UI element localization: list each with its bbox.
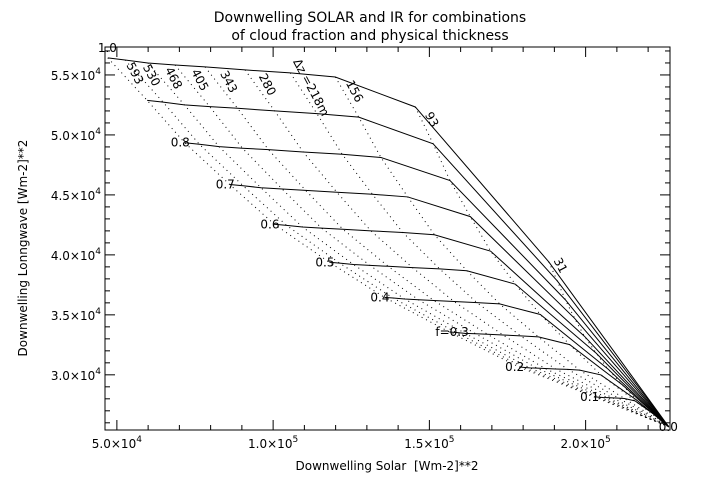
plot-frame (104, 46, 671, 431)
thickness-line-156m (334, 76, 670, 428)
fraction-label-0.1: 0.1 (580, 390, 599, 404)
fraction-label-0.8: 0.8 (171, 136, 190, 150)
thickness-label-343: 343 (217, 68, 240, 95)
fraction-line-0.6 (274, 223, 670, 428)
y-tick-label: 4.5×104 (51, 187, 101, 203)
x-axis-label: Downwelling Solar [Wm-2]**2 (296, 459, 479, 473)
fraction-line-0.5 (329, 261, 670, 428)
fraction-label-0.6: 0.6 (260, 217, 279, 231)
x-tick-label: 2.0×105 (561, 435, 611, 451)
fraction-line-0.7 (229, 183, 670, 428)
fraction-label-0.4: 0.4 (370, 290, 389, 304)
chart-title-line1: Downwelling SOLAR and IR for combination… (214, 10, 526, 26)
thickness-label-280: 280 (256, 71, 279, 98)
x-tick-label: 5.0×104 (92, 435, 142, 451)
thickness-line-280m (244, 69, 669, 428)
x-tick-label: 1.5×105 (404, 435, 454, 451)
y-tick-label: 5.5×104 (51, 67, 101, 83)
x-tick-label: 1.0×105 (248, 435, 298, 451)
y-axis-label: Downwelling Lonngwave [Wm-2]**2 (16, 140, 30, 357)
thickness-label-31: 31 (551, 255, 571, 275)
fraction-line-0.8 (184, 142, 670, 428)
fraction-line-0.1 (594, 396, 670, 428)
thickness-label-156: 156 (343, 78, 366, 105)
fraction-label-0.3: f=0.3 (435, 325, 468, 339)
fraction-label-1: 1.0 (98, 41, 117, 55)
chart-title-line2: of cloud fraction and physical thickness (231, 28, 508, 44)
cloud-fraction-lines (107, 57, 670, 428)
y-tick-label: 3.5×104 (51, 307, 101, 323)
y-tick-label: 5.0×104 (51, 127, 101, 143)
thickness-line-593m (107, 57, 669, 428)
fraction-label-0.7: 0.7 (216, 177, 235, 191)
thickness-line-93m (414, 106, 670, 428)
thickness-line-405m (174, 64, 669, 428)
y-tick-label: 4.0×104 (51, 247, 101, 263)
thickness-label-218: Δz =218m (290, 56, 332, 118)
y-tick-label: 3.0×104 (51, 367, 101, 383)
fraction-line-0.2 (519, 366, 670, 428)
clear-sky-label: 0.0 (659, 420, 678, 434)
fraction-label-0.5: 0.5 (315, 255, 334, 269)
thickness-label-405: 405 (188, 67, 211, 94)
thickness-label-93: 93 (422, 109, 442, 129)
fraction-line-1 (107, 57, 670, 428)
fraction-line-0.4 (384, 296, 670, 428)
axes: 5.0×104 1.0×105 1.5×105 2.0×105 3.0×104 3.5×1… (51, 46, 671, 451)
fraction-line-0.9 (147, 99, 670, 428)
thickness-line-218m (289, 72, 669, 428)
fraction-label-0.2: 0.2 (505, 360, 524, 374)
thickness-label-468: 468 (162, 65, 185, 92)
fraction-line-0.3 (449, 331, 670, 428)
